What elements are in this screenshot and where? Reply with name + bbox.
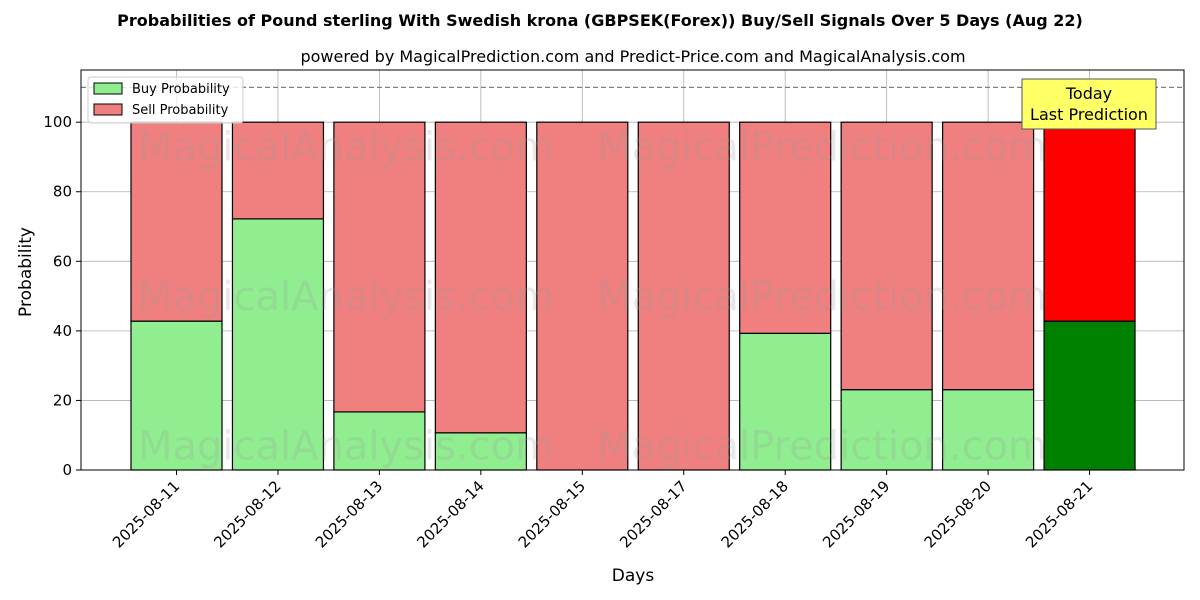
legend-swatch-sell xyxy=(93,103,123,116)
bar-sell xyxy=(840,121,933,391)
bar-buy xyxy=(840,389,933,471)
bar-buy xyxy=(1043,320,1136,471)
bar-sell xyxy=(434,121,527,434)
legend-label-sell: Sell Probability xyxy=(132,103,229,118)
x-tick-label: 2025-08-13 xyxy=(312,477,386,551)
x-tick-label: 2025-08-15 xyxy=(515,477,589,551)
annotation-line-2: Last Prediction xyxy=(1030,105,1148,124)
y-tick-label: 40 xyxy=(53,322,72,340)
watermark-text: MagicalAnalysis.com xyxy=(138,125,554,171)
chart-title: Probabilities of Pound sterling With Swe… xyxy=(117,11,1083,30)
bar-buy xyxy=(941,389,1035,471)
bars xyxy=(130,121,1136,471)
bar-sell xyxy=(333,121,426,413)
chart-subtitle: powered by MagicalPrediction.com and Pre… xyxy=(300,47,965,66)
y-tick-label: 0 xyxy=(62,461,72,479)
watermark-text: MagicalPrediction.com xyxy=(597,125,1047,171)
annotation-line-1: Today xyxy=(1065,84,1112,103)
annotation-box xyxy=(1021,78,1157,130)
x-tick-label: 2025-08-12 xyxy=(210,477,284,551)
x-tick-label: 2025-08-19 xyxy=(819,477,893,551)
bar-buy xyxy=(739,332,832,471)
y-tick-label: 60 xyxy=(53,252,72,270)
x-tick-label: 2025-08-11 xyxy=(109,477,183,551)
watermark-text: MagicalAnalysis.com xyxy=(138,424,554,470)
y-tick-label: 100 xyxy=(43,113,72,131)
x-tick-label: 2025-08-20 xyxy=(921,477,995,551)
x-tick-label: 2025-08-18 xyxy=(718,477,792,551)
x-axis-label: Days xyxy=(612,566,655,586)
bar-sell xyxy=(130,121,223,322)
bar-sell xyxy=(637,121,730,471)
bar-sell xyxy=(739,121,832,334)
today-annotation: Today Last Prediction xyxy=(1021,78,1157,130)
legend-label-buy: Buy Probability xyxy=(132,82,230,97)
watermarks: MagicalAnalysis.com MagicalPrediction.com… xyxy=(138,125,1047,470)
legend: Buy Probability Sell Probability xyxy=(87,76,244,124)
legend-box xyxy=(87,76,244,124)
y-tick-label: 20 xyxy=(53,391,72,409)
x-tick-label: 2025-08-21 xyxy=(1022,477,1096,551)
watermark-text: MagicalAnalysis.com xyxy=(138,274,554,320)
y-tick-label: 80 xyxy=(53,183,72,201)
bar-sell xyxy=(1043,121,1136,322)
x-tick-label: 2025-08-14 xyxy=(413,477,487,551)
bar-sell xyxy=(941,121,1035,391)
x-tick-label: 2025-08-17 xyxy=(616,477,690,551)
bar-buy xyxy=(333,411,426,471)
plot-frame xyxy=(80,69,1185,471)
watermark-text: MagicalPrediction.com xyxy=(597,274,1047,320)
y-axis-label: Probability xyxy=(16,227,36,317)
watermark-text: MagicalPrediction.com xyxy=(597,424,1047,470)
bar-buy xyxy=(130,320,223,471)
bar-sell xyxy=(536,121,629,471)
legend-swatch-buy xyxy=(93,82,123,95)
bar-sell xyxy=(231,121,325,220)
